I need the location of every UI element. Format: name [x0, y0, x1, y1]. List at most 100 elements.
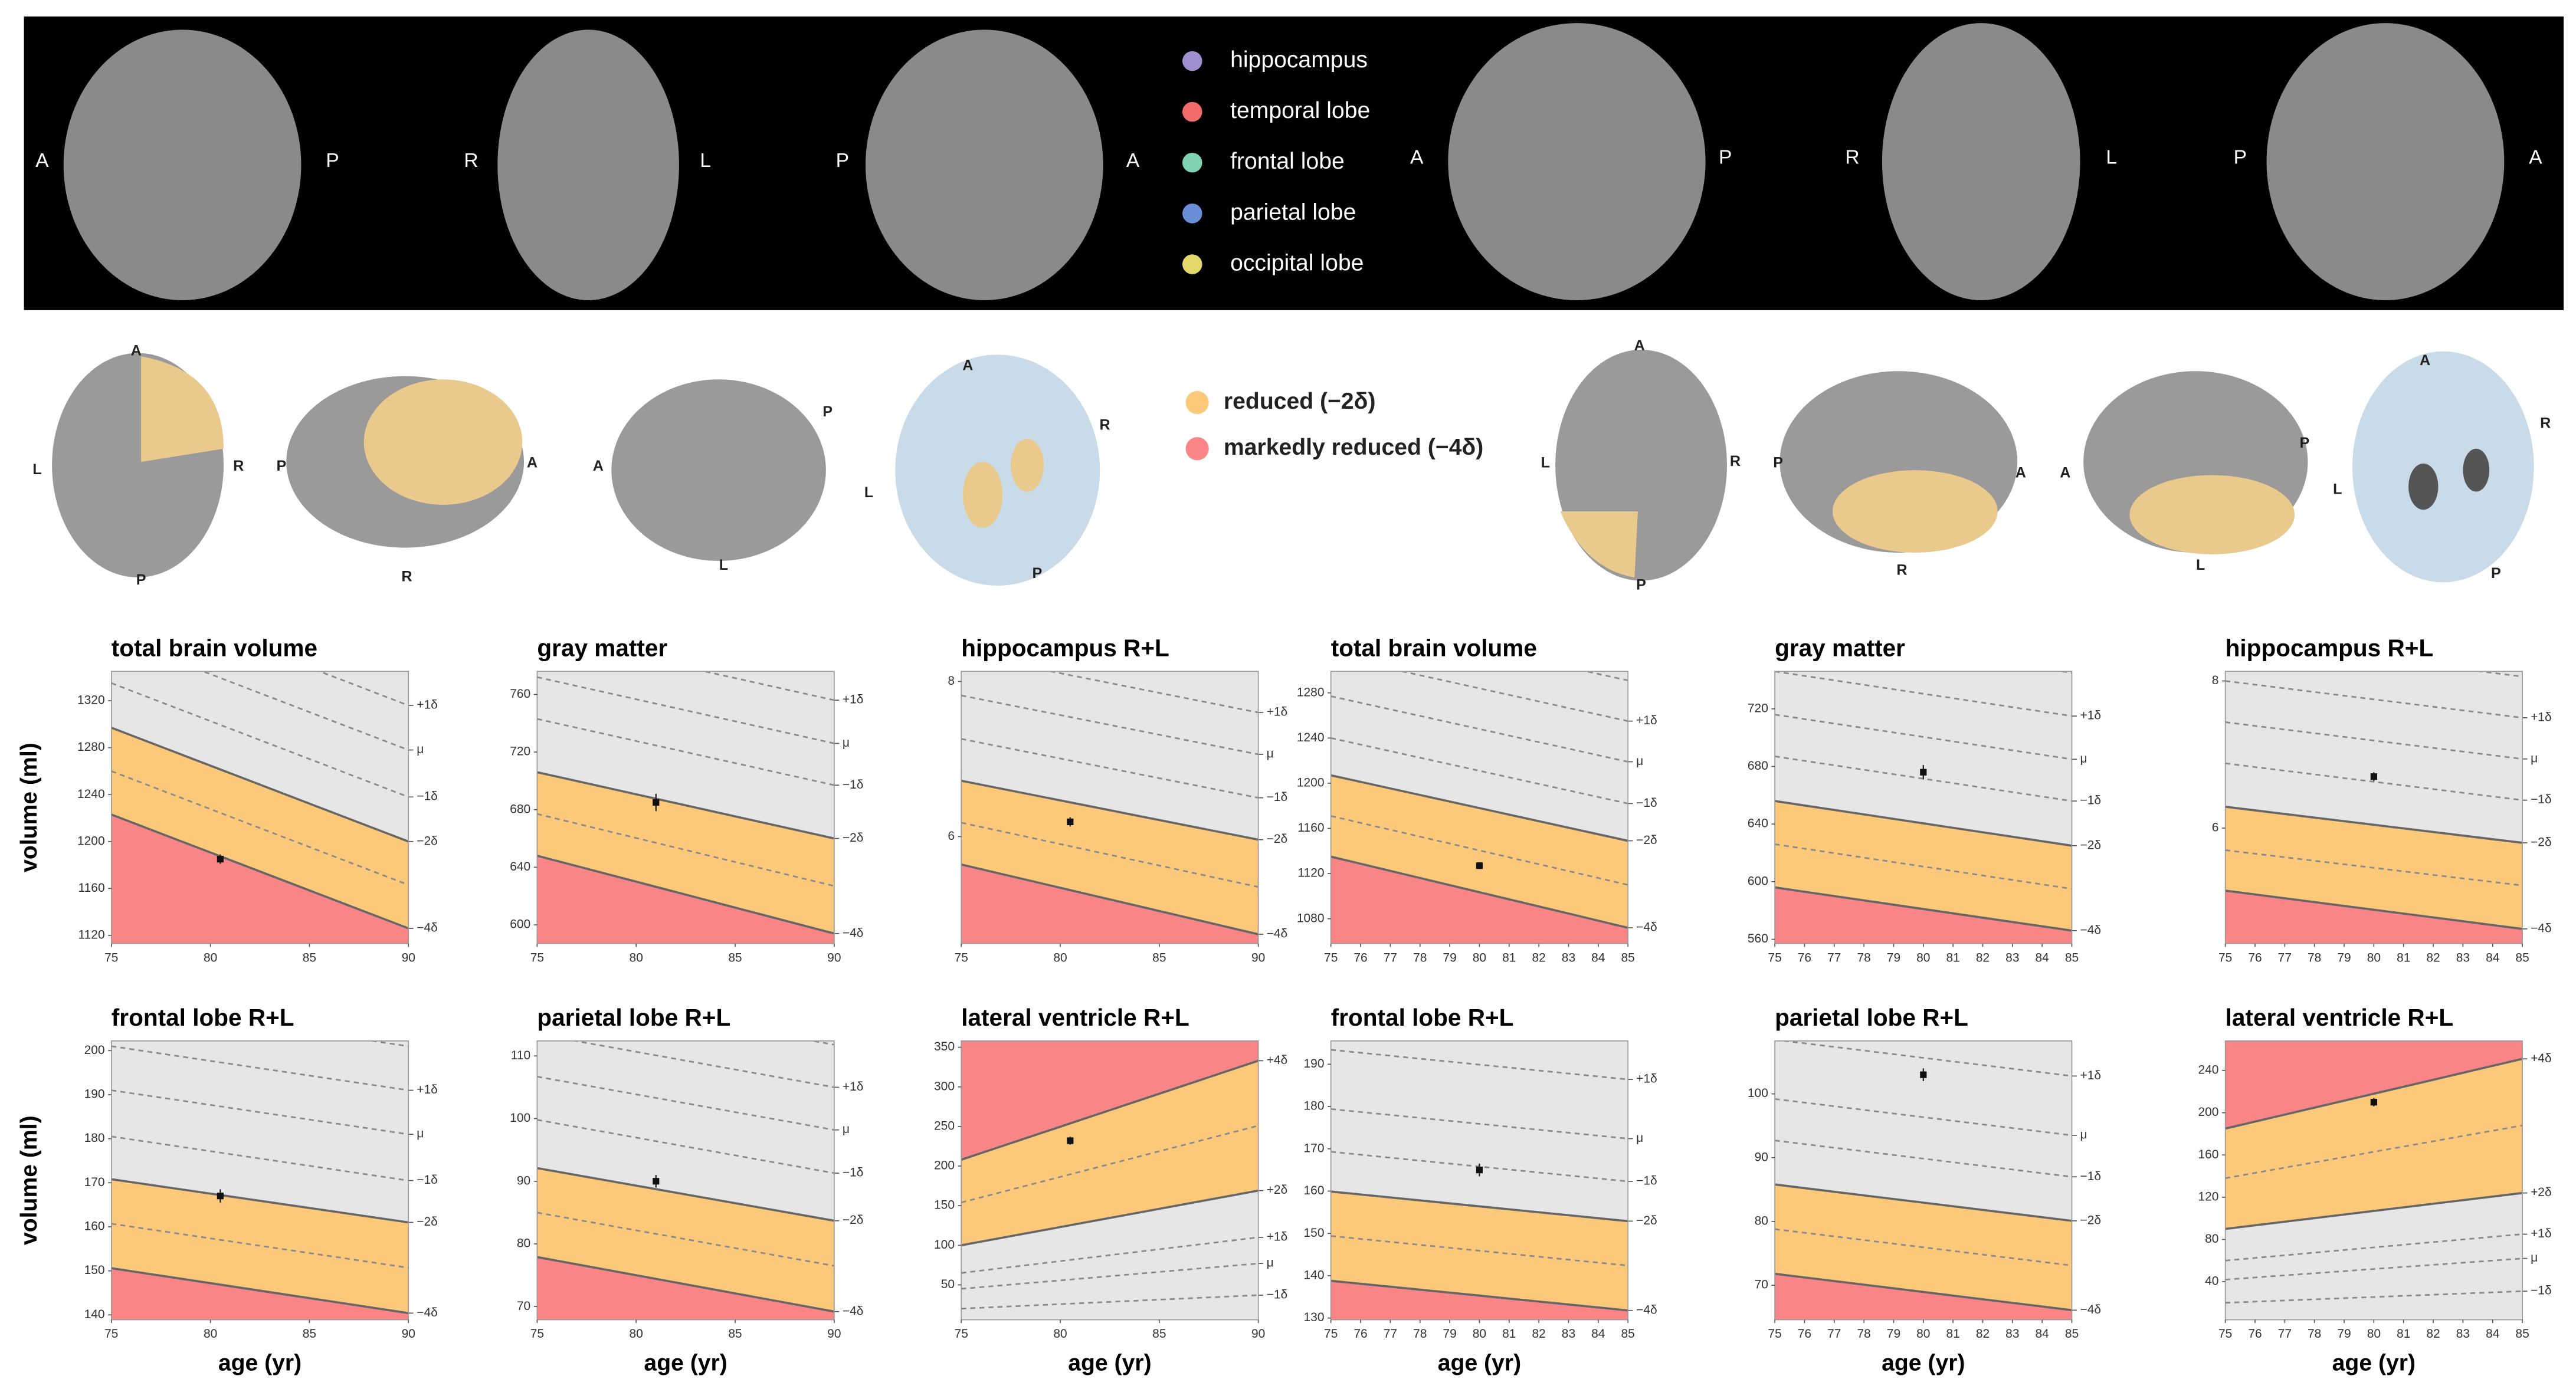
y-tick-label: 600 — [1748, 874, 1768, 888]
chart-title: lateral ventricle R+L — [2226, 1004, 2454, 1031]
chart: parietal lobe R+L +1δ μ −1δ −2δ −4δ 70 80 90 100 7… — [1748, 1004, 2102, 1375]
band — [537, 772, 834, 934]
y-tick-label: 1240 — [1297, 731, 1325, 744]
line-label: −1δ — [2080, 1170, 2102, 1183]
band — [537, 1168, 834, 1312]
y-tick-label: 110 — [511, 1049, 530, 1062]
chart-title: frontal lobe R+L — [112, 1004, 294, 1031]
x-tick-label: 81 — [2397, 951, 2410, 965]
line-label: +1δ — [1636, 1072, 1657, 1086]
line-label: −1δ — [1267, 1288, 1288, 1301]
norm-line — [1330, 855, 1628, 929]
x-tick-label: 80 — [1473, 1327, 1486, 1341]
x-tick-label: 78 — [1413, 951, 1427, 965]
patient-point — [2370, 1099, 2377, 1106]
orientation-label: A — [1410, 146, 1424, 168]
x-tick-label: 82 — [1532, 1327, 1545, 1341]
orientation-label: L — [864, 484, 873, 501]
y-tick-label: 80 — [1755, 1214, 1768, 1228]
x-tick-label: 85 — [1152, 951, 1166, 965]
norm-line — [111, 682, 409, 798]
y-tick-label: 720 — [510, 745, 530, 758]
line-label: −4δ — [2080, 1303, 2102, 1316]
patient-point — [1920, 769, 1927, 776]
chart: total brain volume +1δ μ −1δ −2δ −4δ 1080 1120 1… — [1297, 635, 1657, 965]
line-label: μ — [1636, 754, 1643, 768]
x-tick-label: 85 — [1152, 1327, 1166, 1341]
chart-title: gray matter — [1775, 635, 1905, 662]
x-tick-label: 85 — [303, 951, 316, 965]
x-tick-label: 79 — [1443, 1327, 1456, 1341]
line-label: +1δ — [417, 1083, 438, 1096]
line-label: +1δ — [1636, 714, 1657, 727]
patient-point — [1920, 1071, 1927, 1078]
orientation-label: A — [2420, 352, 2430, 369]
y-tick-label: 160 — [2198, 1148, 2218, 1161]
x-tick-label: 80 — [1916, 1327, 1930, 1341]
chart-title: hippocampus R+L — [961, 635, 1169, 662]
norm-line — [201, 671, 409, 751]
orientation-label: P — [1032, 565, 1042, 582]
patient-point — [1476, 1167, 1483, 1174]
orientation-label: P — [1719, 146, 1732, 168]
x-tick-label: 81 — [1502, 1327, 1516, 1341]
legend-swatch — [1185, 390, 1209, 415]
band — [111, 1179, 409, 1314]
x-axis-label: age (yr) — [1882, 1350, 1965, 1375]
line-label: −2δ — [1636, 1214, 1657, 1227]
band — [1775, 887, 2072, 944]
y-tick-label: 180 — [1304, 1099, 1325, 1113]
line-label: +1δ — [1267, 1230, 1288, 1243]
line-label: −1δ — [1267, 790, 1288, 804]
line-label: μ — [1636, 1131, 1643, 1145]
orientation-label: R — [1845, 146, 1859, 168]
line-label: μ — [1267, 747, 1274, 761]
legend-label: temporal lobe — [1230, 98, 1370, 123]
x-tick-label: 75 — [2218, 951, 2232, 965]
norm-line — [537, 1076, 834, 1131]
band — [2225, 1059, 2523, 1229]
legend-label: occipital lobe — [1230, 250, 1364, 275]
band — [1330, 775, 1628, 928]
legend-swatch — [1182, 51, 1202, 71]
line-label: μ — [2080, 1128, 2087, 1141]
patient-point — [653, 799, 660, 806]
line-label: −1δ — [843, 1166, 864, 1180]
legend-label: frontal lobe — [1230, 149, 1345, 174]
norm-line — [317, 671, 409, 707]
norm-line — [2225, 849, 2523, 886]
x-tick-label: 78 — [2308, 951, 2321, 965]
band — [2225, 891, 2523, 944]
plot-area — [961, 1040, 1258, 1310]
y-tick-label: 140 — [1304, 1268, 1325, 1282]
band — [1330, 856, 1628, 944]
norm-line — [537, 1119, 834, 1174]
legend-label: hippocampus — [1230, 47, 1368, 73]
legend-swatch — [1182, 152, 1202, 173]
y-tick-label: 1200 — [77, 834, 105, 848]
line-label: −1δ — [1636, 1174, 1657, 1188]
chart-title: hippocampus R+L — [2226, 635, 2434, 662]
y-tick-label: 1120 — [78, 928, 105, 941]
x-tick-label: 83 — [1562, 1327, 1575, 1341]
norm-line — [1775, 1183, 2072, 1222]
norm-line — [111, 1267, 409, 1315]
norm-line — [961, 1189, 1258, 1247]
x-tick-label: 80 — [1053, 1327, 1067, 1341]
y-tick-label: 100 — [510, 1111, 530, 1125]
x-tick-label: 75 — [530, 1327, 544, 1341]
patient-point — [653, 1178, 660, 1185]
x-tick-label: 81 — [1946, 1327, 1959, 1341]
norm-line — [111, 1223, 409, 1269]
x-tick-label: 83 — [2005, 1327, 2019, 1341]
line-label: −2δ — [843, 831, 864, 845]
x-axis-label: age (yr) — [1438, 1350, 1521, 1375]
y-tick-label: 600 — [510, 918, 530, 931]
y-tick-label: 720 — [1748, 701, 1768, 715]
norm-line — [961, 1236, 1258, 1274]
x-tick-label: 83 — [2456, 1327, 2470, 1341]
x-tick-label: 76 — [1798, 951, 1811, 965]
x-tick-label: 80 — [1053, 951, 1067, 965]
y-tick-label: 1200 — [1297, 776, 1325, 789]
band — [537, 1257, 834, 1320]
